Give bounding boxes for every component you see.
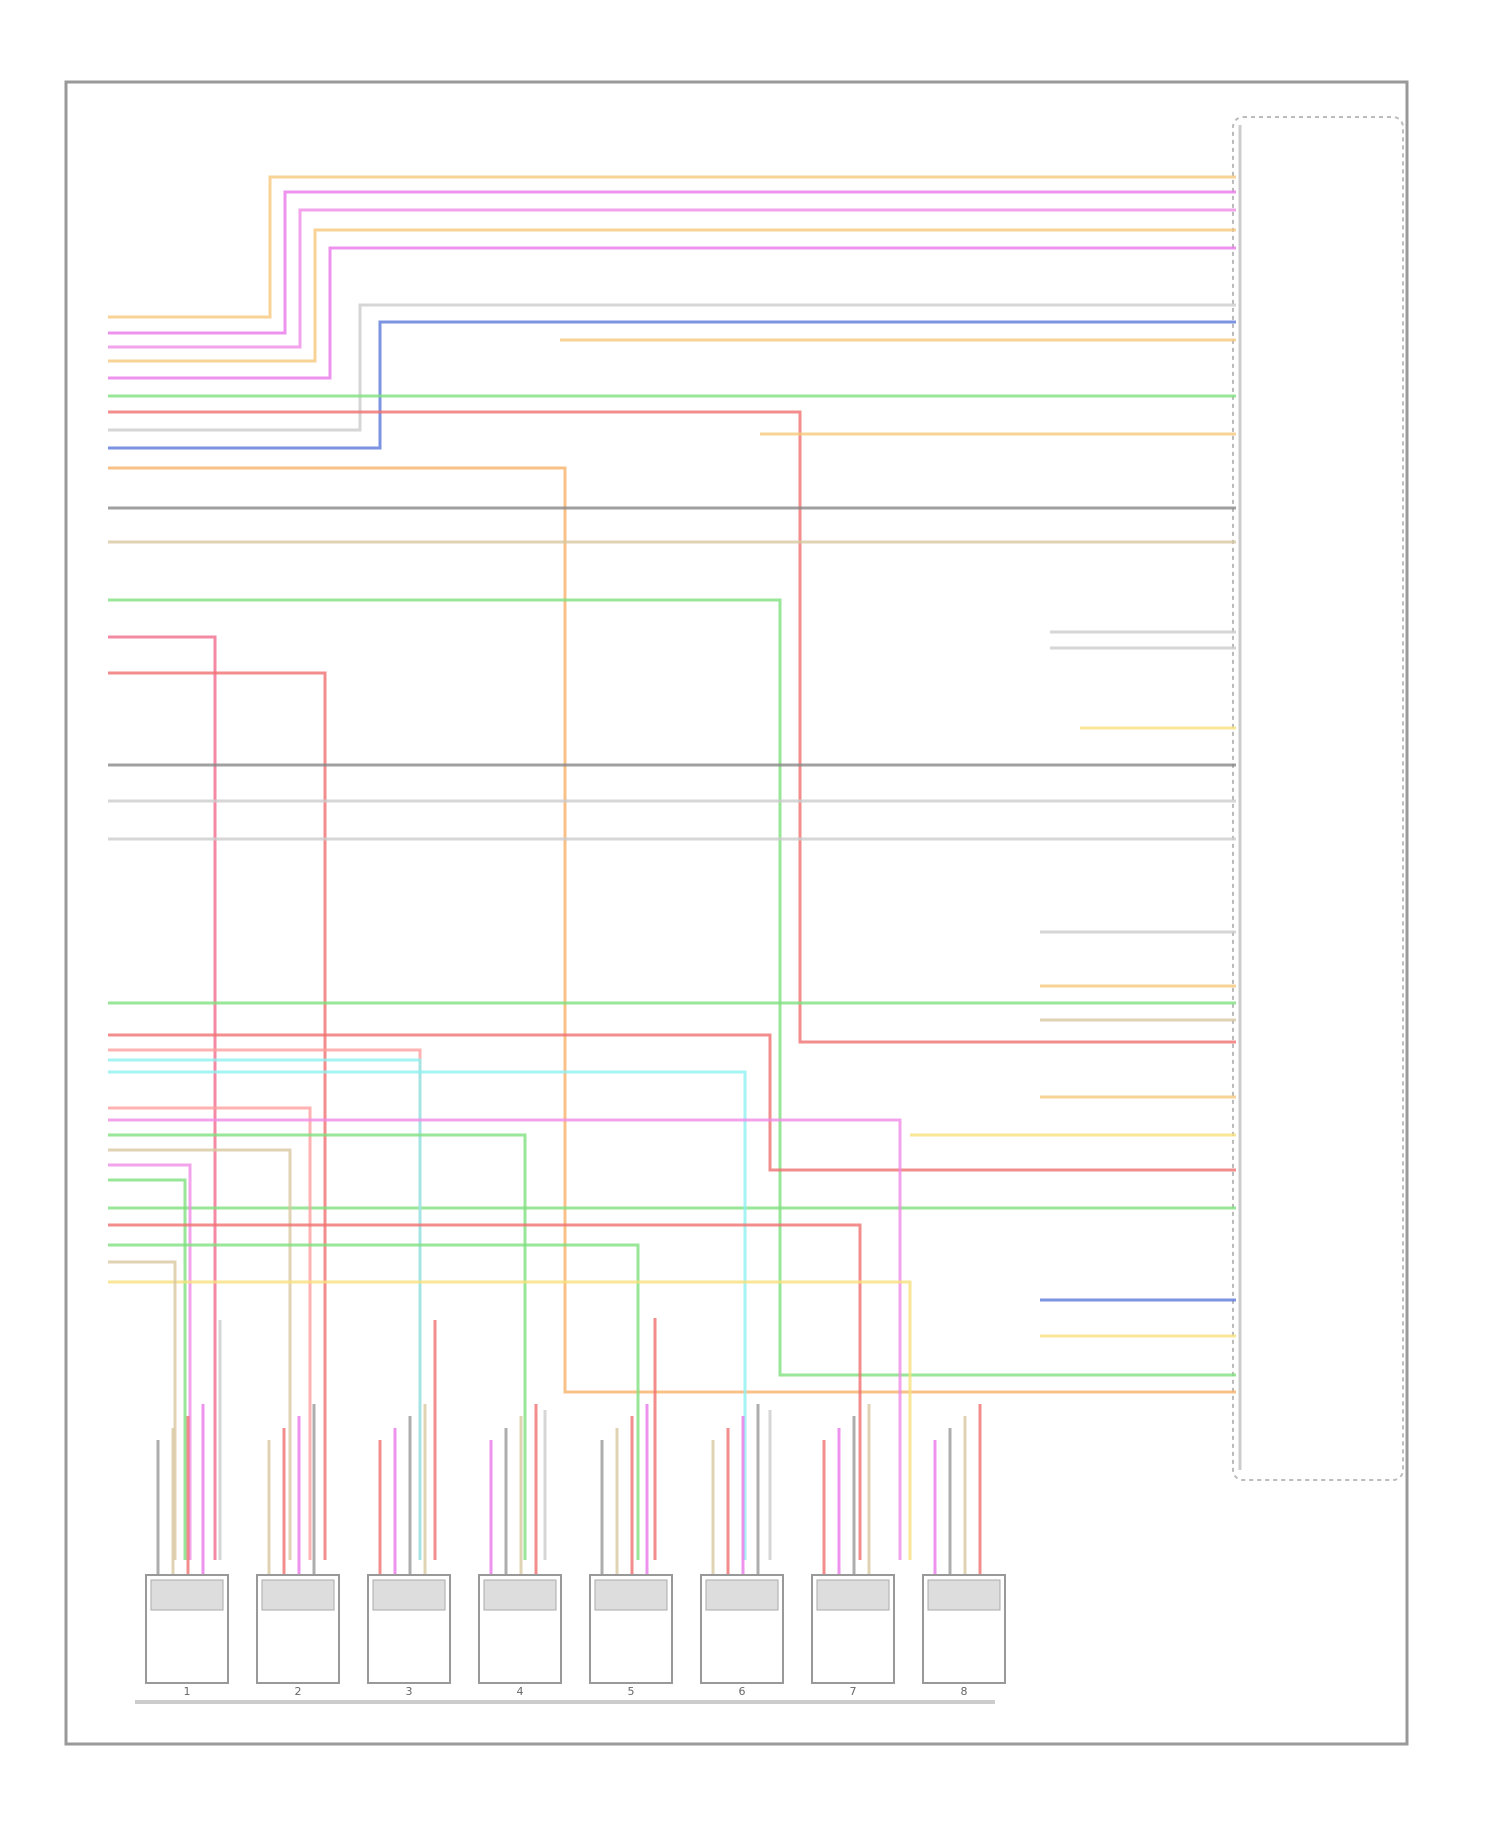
wire — [108, 228, 1236, 363]
wire — [108, 410, 1236, 1044]
injector-label: 5 — [628, 1685, 635, 1698]
wire — [108, 1048, 422, 1560]
wire — [108, 1133, 527, 1560]
wire — [108, 246, 1236, 380]
wire — [108, 1070, 747, 1560]
wire — [108, 175, 1236, 319]
wire — [108, 320, 1236, 450]
injector-pins — [927, 1579, 1001, 1611]
wire — [108, 1163, 192, 1560]
injector-label: 2 — [295, 1685, 302, 1698]
injector-label: 8 — [961, 1685, 968, 1698]
injector-label: 1 — [184, 1685, 191, 1698]
injector-pins — [150, 1579, 224, 1611]
wire — [108, 598, 1236, 1377]
wire — [108, 1058, 422, 1560]
wire — [108, 1148, 292, 1560]
wire — [108, 466, 1236, 1394]
injector-pins — [594, 1579, 668, 1611]
wire — [108, 1223, 862, 1560]
wire — [108, 303, 1236, 432]
injector-pins — [816, 1579, 890, 1611]
wire — [108, 1106, 312, 1560]
wire — [108, 635, 217, 1560]
injector-pins — [483, 1579, 557, 1611]
wire — [108, 1280, 912, 1560]
injector-label: 6 — [739, 1685, 746, 1698]
wire — [108, 1033, 1236, 1172]
pcm-connector — [1232, 116, 1404, 1481]
injector-pins — [261, 1579, 335, 1611]
wire — [108, 1118, 902, 1560]
injector-label: 3 — [406, 1685, 413, 1698]
wire — [108, 1260, 177, 1560]
wire — [108, 208, 1236, 349]
harness-bar — [135, 1700, 995, 1704]
wire — [108, 190, 1236, 335]
injector-pins — [705, 1579, 779, 1611]
wire — [108, 671, 327, 1560]
frame — [64, 80, 1409, 1746]
wire — [108, 1243, 640, 1560]
injector-label: 4 — [517, 1685, 524, 1698]
injector-pins — [372, 1579, 446, 1611]
wire — [108, 1178, 187, 1560]
injector-label: 7 — [850, 1685, 857, 1698]
